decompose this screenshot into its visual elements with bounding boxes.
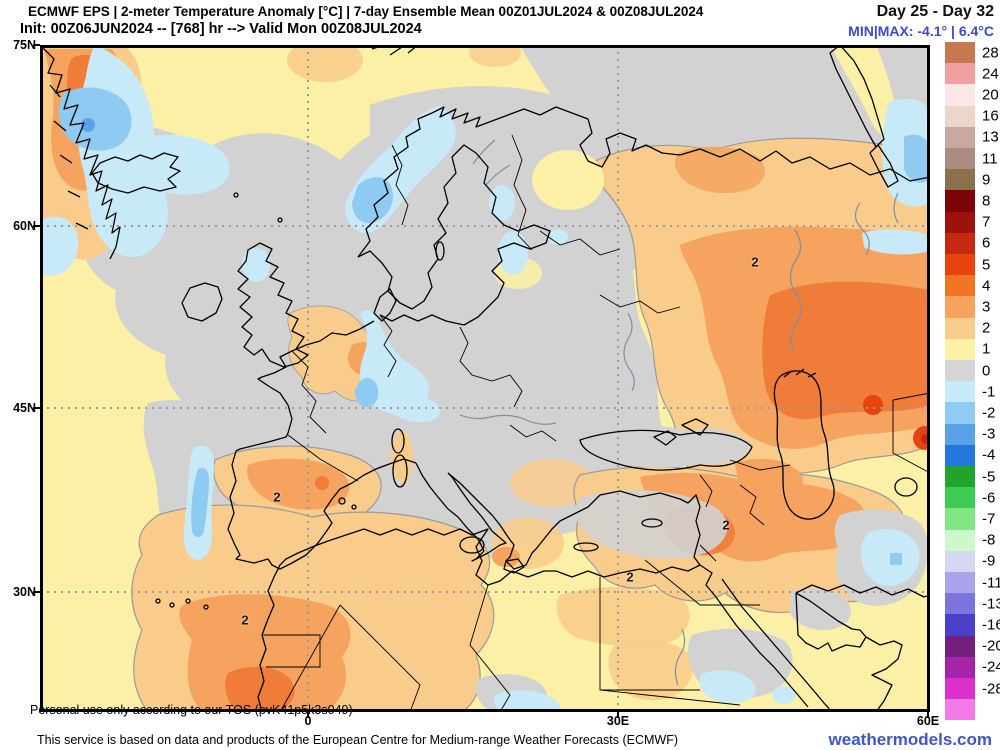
- coastlines: [41, 45, 930, 712]
- colorbar-value-24: 24: [982, 65, 999, 83]
- colorbar-value-2: 2: [982, 319, 991, 337]
- colorbar-swatch: [945, 84, 975, 106]
- colorbar-swatch: [945, 466, 975, 488]
- colorbar-swatch: [945, 550, 975, 572]
- colorbar-swatch: [945, 360, 975, 382]
- colorbar-swatch: [945, 63, 975, 85]
- colorbar-value-28: 28: [982, 44, 999, 62]
- tos-watermark: Personal use only according to our TOS (…: [30, 703, 353, 717]
- colorbar-swatch: [945, 211, 975, 233]
- contour-value-label: 2: [241, 612, 249, 628]
- colorbar-value-16: 16: [982, 107, 999, 125]
- colorbar-value--8: -8: [982, 531, 996, 549]
- weathermodels-link[interactable]: weathermodels.com: [828, 730, 992, 749]
- contour-value-label: 2: [626, 569, 634, 585]
- colorbar-value--28: -28: [982, 680, 1000, 698]
- colorbar-value-13: 13: [982, 128, 999, 146]
- colorbar-swatch: [945, 423, 975, 445]
- map-title: ECMWF EPS | 2-meter Temperature Anomaly …: [28, 4, 704, 19]
- lon-tick-60E: [927, 712, 929, 718]
- cold-anomaly-regions: [40, 45, 930, 712]
- lat-tick-30N: [33, 591, 40, 593]
- colorbar-value--13: -13: [982, 595, 1000, 613]
- colorbar-swatch: [945, 614, 975, 636]
- colorbar-swatch: [945, 699, 975, 721]
- colorbar-value-0: 0: [982, 362, 991, 380]
- minmax-label: MIN|MAX: -4.1° | 6.4°C: [848, 23, 994, 39]
- colorbar-value-1: 1: [982, 340, 991, 358]
- lon-label-0: 0: [304, 714, 312, 728]
- colorbar-swatch: [945, 296, 975, 318]
- lat-label-60N: 60N: [13, 219, 36, 233]
- colorbar-swatch: [945, 593, 975, 615]
- contour-value-label: 2: [722, 517, 730, 533]
- colorbar-value--9: -9: [982, 552, 996, 570]
- colorbar-value-9: 9: [982, 171, 991, 189]
- colorbar-value-4: 4: [982, 277, 991, 295]
- lon-label-60E: 60E: [916, 714, 940, 728]
- colorbar-swatch: [945, 105, 975, 127]
- ecmwf-attribution: This service is based on data and produc…: [37, 733, 679, 747]
- colorbar-value-8: 8: [982, 192, 991, 210]
- colorbar-swatch: [945, 275, 975, 297]
- lon-tick-30E: [617, 712, 619, 718]
- colorbar-swatch: [945, 381, 975, 403]
- map-border: [40, 45, 930, 712]
- lon-label-30E: 30E: [606, 714, 630, 728]
- colorbar-swatch: [945, 126, 975, 148]
- colorbar-value-3: 3: [982, 298, 991, 316]
- lat-label-75N: 75N: [13, 38, 36, 52]
- colorbar-value--6: -6: [982, 489, 996, 507]
- contour-value-label: 2: [273, 489, 281, 505]
- lat-label-30N: 30N: [13, 585, 36, 599]
- colorbar-value--20: -20: [982, 637, 1000, 655]
- map-init-valid: Init: 00Z06JUN2024 -- [768] hr --> Valid…: [20, 21, 422, 37]
- colorbar-swatch: [945, 169, 975, 191]
- colorbar-value--5: -5: [982, 468, 996, 486]
- colorbar-value--16: -16: [982, 616, 1000, 634]
- lon-tick-0: [307, 712, 309, 718]
- colorbar-swatch: [945, 148, 975, 170]
- temperature-colorbar: 28 24 20 16 13 11 9 8 7 6 5 4 3 2 1 0 -1 -2 -3 -4 -5 -6 -7 -8 -9…: [945, 42, 1000, 721]
- lat-tick-45N: [33, 407, 40, 409]
- colorbar-swatch: [945, 678, 975, 700]
- colorbar-value-6: 6: [982, 234, 991, 252]
- colorbar-swatch: [945, 402, 975, 424]
- colorbar-value--11: -11: [982, 574, 1000, 592]
- colorbar-swatch: [945, 656, 975, 678]
- colorbar-swatch: [945, 529, 975, 551]
- rivers: [459, 139, 899, 686]
- lat-tick-75N: [33, 44, 40, 46]
- colorbar-swatch: [945, 317, 975, 339]
- colorbar-swatch: [945, 444, 975, 466]
- colorbar-value--2: -2: [982, 404, 996, 422]
- colorbar-value-5: 5: [982, 256, 991, 274]
- colorbar-value-11: 11: [982, 150, 998, 168]
- colorbar-swatch: [945, 508, 975, 530]
- colorbar-value--3: -3: [982, 425, 996, 443]
- lat-label-45N: 45N: [13, 401, 36, 415]
- colorbar-swatch: [945, 487, 975, 509]
- contour-value-label: 2: [751, 254, 759, 270]
- colorbar-swatch: [945, 190, 975, 212]
- country-borders: [262, 134, 930, 712]
- colorbar-value--7: -7: [982, 510, 996, 528]
- graticule-gridlines: [40, 45, 930, 712]
- anomaly-map: [40, 45, 930, 712]
- colorbar-value-7: 7: [982, 213, 991, 231]
- day-range-label: Day 25 - Day 32: [876, 3, 994, 20]
- colorbar-swatch: [945, 254, 975, 276]
- colorbar-swatch: [945, 572, 975, 594]
- lat-tick-60N: [33, 225, 40, 227]
- colorbar-value--24: -24: [982, 658, 1000, 676]
- colorbar-swatch: [945, 232, 975, 254]
- colorbar-swatch: [945, 635, 975, 657]
- colorbar-value--1: -1: [982, 383, 996, 401]
- colorbar-value-20: 20: [982, 86, 999, 104]
- colorbar-value--4: -4: [982, 446, 996, 464]
- anomaly-map-svg: [40, 45, 930, 712]
- colorbar-swatch: [945, 42, 975, 64]
- colorbar-swatch: [945, 338, 975, 360]
